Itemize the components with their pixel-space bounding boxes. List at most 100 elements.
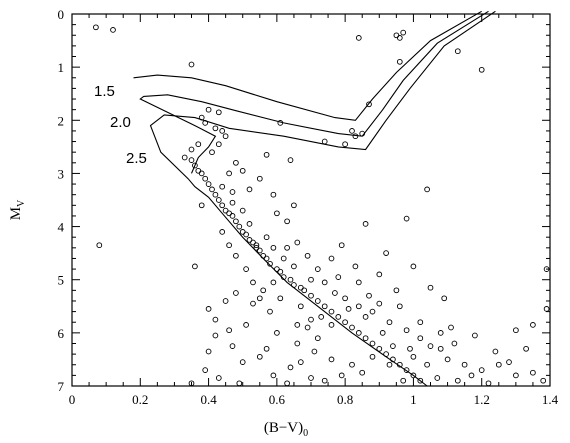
data-points: [93, 24, 550, 387]
data-point: [294, 322, 301, 328]
data-point: [246, 221, 253, 227]
data-point: [233, 290, 239, 296]
data-point: [188, 157, 195, 163]
data-point: [314, 335, 321, 342]
data-point: [256, 247, 263, 254]
data-point: [291, 282, 297, 288]
data-point: [311, 348, 318, 355]
data-point: [226, 170, 232, 177]
data-point: [308, 276, 314, 283]
data-point: [386, 361, 393, 368]
data-point: [461, 361, 468, 368]
data-point: [342, 319, 348, 326]
data-point: [270, 279, 277, 286]
data-point: [239, 167, 246, 174]
data-point: [229, 199, 236, 206]
data-point: [543, 266, 550, 272]
y-tick-label: 4: [58, 220, 65, 235]
data-point: [359, 369, 366, 376]
data-point: [195, 141, 202, 148]
y-tick-label: 2: [58, 113, 65, 128]
data-point: [396, 35, 403, 41]
data-point: [260, 252, 267, 259]
data-point: [366, 101, 372, 108]
data-point: [219, 202, 226, 209]
data-point: [376, 271, 383, 278]
data-point: [277, 268, 284, 275]
data-point: [478, 367, 485, 373]
data-point: [229, 343, 236, 349]
data-point: [260, 287, 267, 294]
data-point: [280, 274, 287, 280]
data-point: [424, 361, 430, 368]
y-tick-label: 0: [58, 7, 65, 22]
y-tick-label: 5: [58, 273, 65, 288]
data-point: [233, 218, 239, 225]
data-point: [362, 335, 369, 342]
data-point: [233, 159, 239, 166]
data-point: [256, 175, 263, 182]
data-point: [355, 35, 362, 41]
data-point: [393, 287, 400, 294]
data-point: [407, 345, 413, 352]
isochrone-1: [133, 10, 482, 121]
data-point: [366, 292, 372, 299]
data-point: [250, 239, 256, 246]
data-point: [410, 353, 417, 360]
data-point: [256, 353, 263, 360]
data-point: [321, 279, 328, 286]
data-point: [379, 330, 386, 336]
data-point: [355, 330, 362, 336]
data-point: [301, 287, 308, 294]
y-tick-label: 7: [58, 379, 65, 394]
data-point: [287, 276, 294, 283]
data-point: [212, 125, 219, 132]
data-point: [352, 263, 359, 270]
data-point: [349, 361, 355, 368]
data-point: [222, 207, 229, 214]
data-point: [485, 380, 492, 387]
x-tick-label: 0.4: [200, 392, 217, 407]
data-point: [205, 306, 212, 312]
data-point: [215, 109, 222, 116]
data-point: [437, 330, 444, 336]
data-point: [314, 266, 321, 272]
data-point: [233, 252, 239, 259]
data-point: [417, 377, 424, 384]
data-point: [297, 359, 304, 365]
data-point: [321, 303, 328, 310]
data-point: [192, 162, 198, 169]
data-point: [267, 260, 273, 267]
data-point: [287, 364, 294, 371]
data-point: [318, 314, 325, 320]
data-point: [427, 343, 434, 349]
data-point: [284, 244, 290, 251]
data-point: [96, 242, 103, 249]
data-point: [291, 202, 297, 209]
data-point: [212, 332, 219, 339]
data-point: [386, 319, 393, 326]
data-point: [212, 316, 219, 323]
data-point: [188, 380, 195, 387]
data-point: [277, 295, 284, 302]
data-point: [338, 242, 345, 249]
data-point: [198, 114, 205, 121]
data-point: [355, 279, 362, 286]
data-point: [342, 141, 348, 148]
data-point: [492, 348, 499, 355]
x-tick-label: 0.2: [132, 392, 148, 407]
x-tick-label: 1: [410, 392, 417, 407]
data-point: [274, 210, 280, 217]
data-point: [188, 61, 195, 68]
data-point: [410, 263, 417, 270]
x-axis-title: (B−V)0: [264, 420, 308, 439]
axis-tick-labels: 0 0.2 0.4 0.6 0.8 1 1.2 1.4 0 1 2 3 4 5 6 7: [58, 7, 559, 407]
data-point: [263, 234, 270, 241]
data-point: [202, 175, 209, 182]
data-point: [181, 154, 188, 161]
data-point: [263, 255, 270, 262]
data-point: [335, 314, 342, 320]
data-point: [202, 367, 209, 373]
data-point: [362, 314, 369, 320]
